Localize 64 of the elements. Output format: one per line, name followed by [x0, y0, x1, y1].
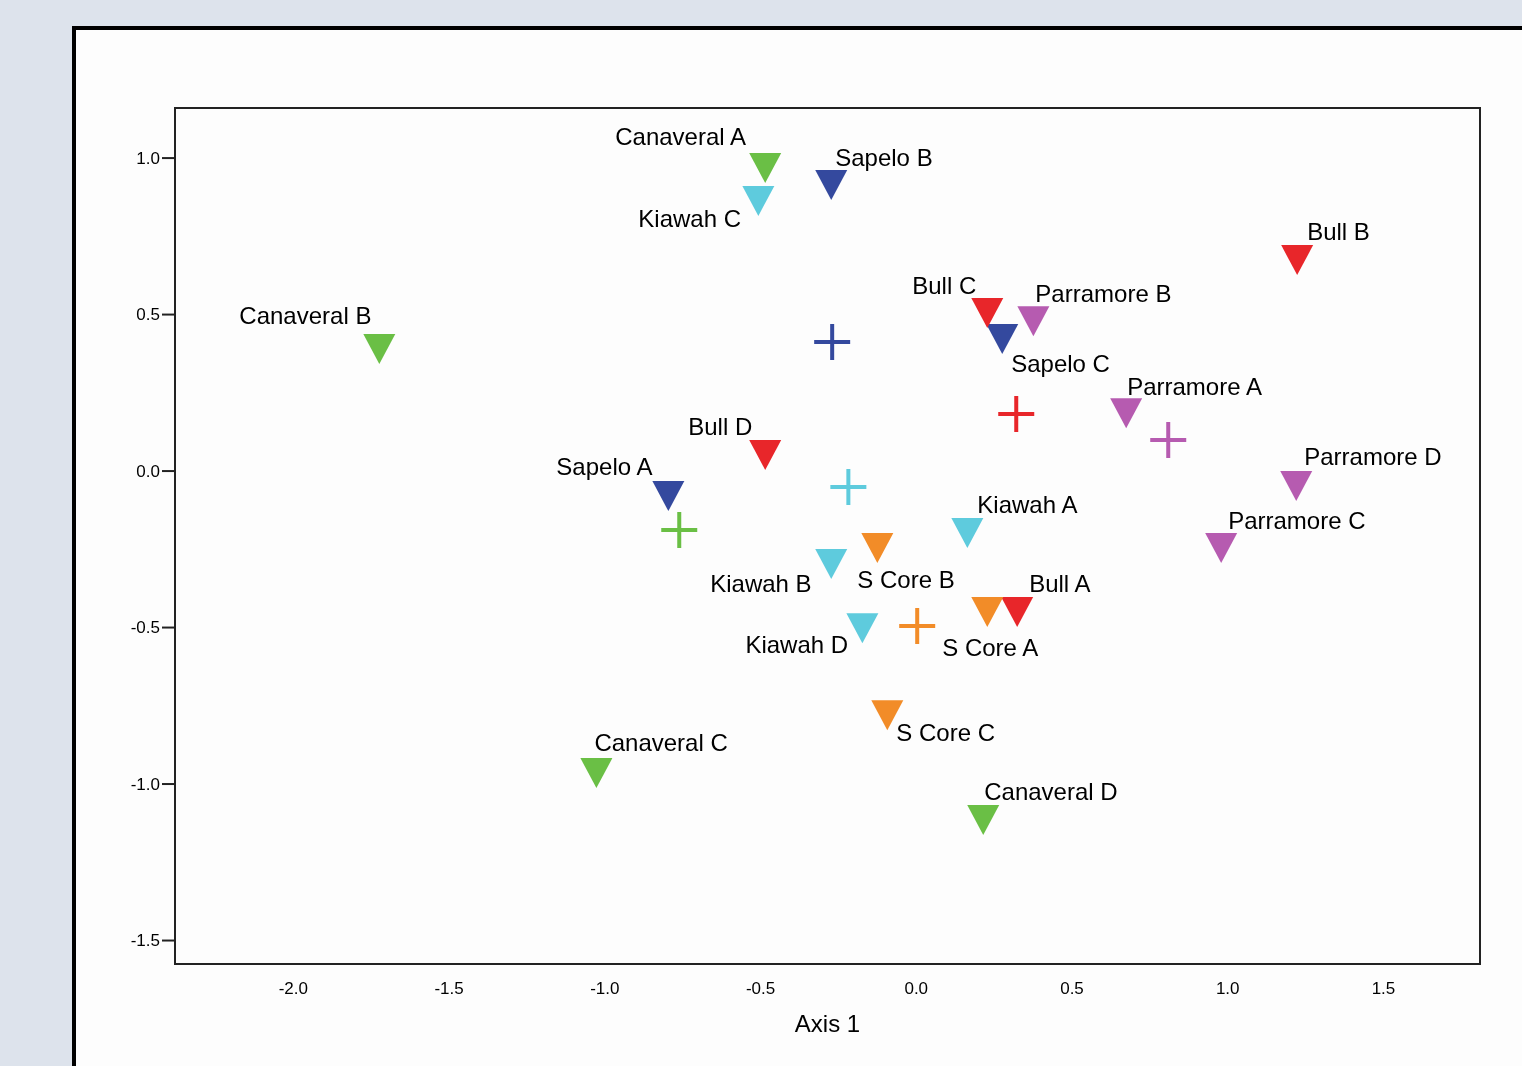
- point: [1280, 471, 1313, 502]
- annotation: Parramore A: [1127, 372, 1262, 400]
- annotation: Parramore D: [1304, 442, 1442, 470]
- point: [1150, 422, 1187, 459]
- point: [998, 396, 1035, 433]
- annotation: Bull A: [1029, 570, 1091, 598]
- x-tick-label: -2.0: [278, 979, 308, 998]
- annotation: Parramore B: [1035, 279, 1172, 307]
- x-axis-title: Axis 1: [794, 1010, 861, 1037]
- point: [986, 323, 1019, 354]
- annotation: Bull B: [1307, 217, 1370, 245]
- x-tick-label: 0.5: [1060, 979, 1084, 998]
- annotation: Sapelo B: [835, 144, 933, 172]
- point: [1281, 245, 1314, 276]
- point: [861, 533, 894, 564]
- point: [846, 613, 879, 644]
- annotation: Bull C: [912, 271, 977, 299]
- point: [742, 185, 775, 216]
- annotation: Kiawah D: [745, 630, 849, 658]
- point: [971, 596, 1004, 627]
- point: [967, 805, 1000, 836]
- x-tick-label: -1.0: [590, 979, 620, 998]
- y-tick-label: -1.5: [130, 931, 160, 951]
- annotation: Bull D: [688, 412, 753, 440]
- point: [971, 298, 1004, 328]
- annotation: Kiawah B: [710, 569, 812, 597]
- annotation: Kiawah C: [638, 205, 742, 233]
- point: [580, 758, 613, 789]
- point: [1001, 596, 1034, 627]
- annotation: Canaveral D: [984, 777, 1118, 805]
- annotation: Parramore C: [1228, 506, 1366, 534]
- annotation: Sapelo C: [1011, 350, 1110, 378]
- point: [363, 333, 396, 364]
- point: [1110, 398, 1143, 429]
- y-tick-label: -1.0: [130, 774, 160, 794]
- annotation: Kiawah A: [977, 490, 1078, 518]
- y-tick-label: 0.0: [136, 461, 160, 481]
- point: [830, 469, 867, 506]
- annotation: S Core A: [942, 634, 1039, 662]
- annotation: S Core B: [857, 565, 955, 593]
- point: [899, 607, 936, 644]
- point: [652, 481, 685, 512]
- annotation: Sapelo A: [556, 452, 653, 480]
- point: [951, 518, 984, 549]
- point: [661, 511, 698, 548]
- annotation: Canaveral B: [239, 302, 372, 330]
- x-tick-label: -1.5: [434, 979, 464, 998]
- y-tick-label: -0.5: [130, 618, 160, 638]
- point: [749, 440, 782, 471]
- point: [1205, 533, 1238, 564]
- x-tick-label: 0.0: [904, 979, 929, 998]
- x-tick-label: 1.0: [1215, 979, 1240, 998]
- point: [815, 169, 848, 200]
- x-tick-label: 1.5: [1371, 979, 1396, 998]
- y-tick-label: 0.5: [136, 305, 160, 325]
- point: [815, 549, 848, 580]
- point: [749, 153, 782, 184]
- annotation: Canaveral A: [615, 122, 746, 150]
- annotation: Canaveral C: [594, 728, 728, 756]
- annotation: S Core C: [896, 718, 995, 746]
- y-tick-label: 1.0: [136, 148, 160, 168]
- point: [1017, 306, 1050, 337]
- point: [814, 324, 851, 361]
- x-tick-label: -0.5: [745, 979, 776, 998]
